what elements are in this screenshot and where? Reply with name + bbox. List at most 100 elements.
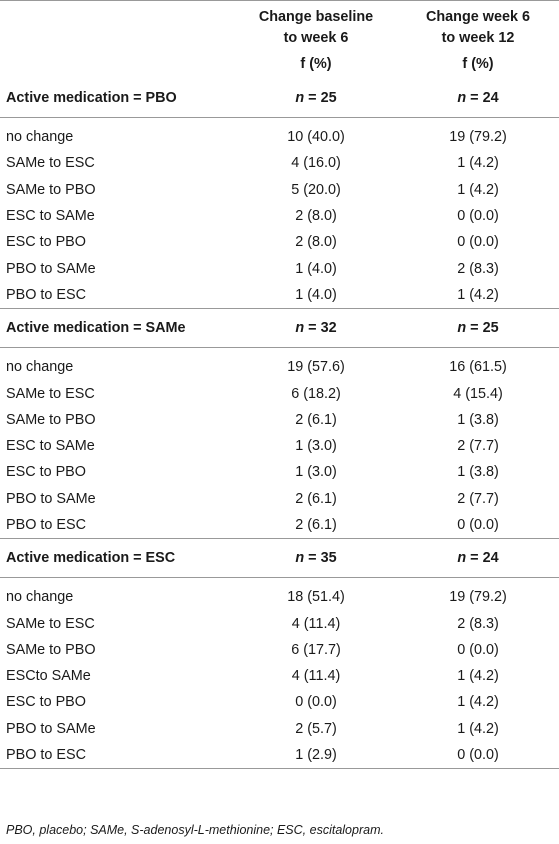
group-header-row: Active medication = SAMe n = 32 n = 25 xyxy=(0,309,559,348)
row-value-v1: 1 (3.0) xyxy=(295,464,337,481)
row-value-v1: 2 (6.1) xyxy=(295,411,337,428)
row-value-v1: 2 (6.1) xyxy=(295,490,337,507)
group-n-n2: n = 24 xyxy=(397,79,559,118)
table-row: PBO to SAMe 1 (4.0) 2 (8.3) xyxy=(0,255,559,281)
header-title-row: Change baseline to week 6 Change week 6 … xyxy=(0,7,559,49)
n-value: 24 xyxy=(482,90,499,106)
row-value-v2: 19 (79.2) xyxy=(449,589,507,606)
row-value-v2: 4 (15.4) xyxy=(453,385,503,402)
n-value: 24 xyxy=(482,550,499,567)
n-value: 35 xyxy=(320,550,337,567)
table-row: SAMe to ESC 4 (11.4) 2 (8.3) xyxy=(0,610,559,636)
row-label: ESC to SAMe xyxy=(6,438,95,455)
row-value-v2: 2 (7.7) xyxy=(457,490,499,507)
row-value-v1: 6 (17.7) xyxy=(291,641,341,658)
row-value-v2: 1 (4.2) xyxy=(457,720,499,737)
row-label: ESC to PBO xyxy=(6,234,86,251)
row-value-v2: 1 (4.2) xyxy=(457,694,499,711)
table-row: PBO to ESC 1 (2.9) 0 (0.0) xyxy=(0,742,559,769)
group-label: Active medication = ESC xyxy=(6,550,176,567)
n-symbol: n xyxy=(457,90,467,106)
group-end-spacer xyxy=(0,769,559,770)
row-label: no change xyxy=(6,129,74,146)
row-value-v2: 1 (3.8) xyxy=(457,464,499,481)
row-value-v1: 19 (57.6) xyxy=(287,359,345,376)
row-value-v1: 1 (3.0) xyxy=(295,438,337,455)
row-label: SAMe to PBO xyxy=(6,411,96,428)
row-value-v1: 1 (4.0) xyxy=(295,286,337,303)
row-label: PBO to SAMe xyxy=(6,490,96,507)
row-label: no change xyxy=(6,589,74,606)
row-label: ESC to PBO xyxy=(6,464,86,481)
group-n-n2: n = 25 xyxy=(397,309,559,348)
row-value-v2: 16 (61.5) xyxy=(449,359,507,376)
table-footnote: PBO, placebo; SAMe, S-adenosyl-L-methion… xyxy=(6,823,384,837)
n-symbol: n xyxy=(295,90,305,106)
row-value-v2: 0 (0.0) xyxy=(457,517,499,533)
row-value-v1: 18 (51.4) xyxy=(287,589,345,606)
row-value-v2: 2 (7.7) xyxy=(457,438,499,455)
n-equals: = xyxy=(466,550,483,567)
row-value-v1: 0 (0.0) xyxy=(295,694,337,711)
row-value-v1: 2 (8.0) xyxy=(295,208,337,225)
group-label: Active medication = PBO xyxy=(6,90,177,106)
header-row xyxy=(0,0,559,8)
table-row: SAMe to PBO 6 (17.7) 0 (0.0) xyxy=(0,637,559,663)
row-value-v2: 0 (0.0) xyxy=(457,747,499,764)
table-row: ESC to PBO 0 (0.0) 1 (4.2) xyxy=(0,689,559,715)
n-value: 32 xyxy=(320,320,337,337)
medication-change-table: Change baseline to week 6 Change week 6 … xyxy=(0,0,559,769)
row-value-v2: 1 (4.2) xyxy=(457,181,499,198)
table-row: PBO to ESC 1 (4.0) 1 (4.2) xyxy=(0,282,559,309)
table-row: no change 10 (40.0) 19 (79.2) xyxy=(0,124,559,150)
group-label: Active medication = SAMe xyxy=(6,320,186,337)
col-header-baseline-line2: to week 6 xyxy=(283,30,349,46)
col-header-baseline-line1: Change baseline xyxy=(258,9,374,25)
group-n-n1: n = 32 xyxy=(235,309,397,348)
row-label: no change xyxy=(6,359,74,376)
n-equals: = xyxy=(304,550,321,567)
table-row: SAMe to ESC 4 (16.0) 1 (4.2) xyxy=(0,150,559,176)
row-value-v1: 2 (5.7) xyxy=(295,720,337,737)
row-label: PBO to ESC xyxy=(6,747,86,764)
row-label: SAMe to ESC xyxy=(6,385,95,402)
row-value-v1: 6 (18.2) xyxy=(291,385,341,402)
table-row: ESC to SAMe 1 (3.0) 2 (7.7) xyxy=(0,433,559,459)
row-value-v1: 10 (40.0) xyxy=(287,129,345,146)
n-equals: = xyxy=(466,320,483,337)
table-row: no change 18 (51.4) 19 (79.2) xyxy=(0,584,559,610)
table-row: SAMe to PBO 5 (20.0) 1 (4.2) xyxy=(0,177,559,203)
group-n-n1: n = 35 xyxy=(235,539,397,578)
row-label: SAMe to ESC xyxy=(6,155,95,172)
row-value-v1: 4 (16.0) xyxy=(291,155,341,172)
table-row: ESC to PBO 1 (3.0) 1 (3.8) xyxy=(0,459,559,485)
n-symbol: n xyxy=(457,320,467,337)
row-value-v2: 2 (8.3) xyxy=(457,260,499,277)
row-label: PBO to ESC xyxy=(6,517,86,533)
group-header-row: Active medication = PBO n = 25 n = 24 xyxy=(0,79,559,118)
row-label: PBO to SAMe xyxy=(6,260,96,277)
row-label: ESCto SAMe xyxy=(6,668,91,685)
table-row: ESC to PBO 2 (8.0) 0 (0.0) xyxy=(0,229,559,255)
row-label: SAMe to PBO xyxy=(6,181,96,198)
table-row: no change 19 (57.6) 16 (61.5) xyxy=(0,354,559,380)
table-row: SAMe to ESC 6 (18.2) 4 (15.4) xyxy=(0,380,559,406)
n-equals: = xyxy=(304,320,321,337)
row-value-v2: 0 (0.0) xyxy=(457,234,499,251)
n-symbol: n xyxy=(295,320,305,337)
row-value-v2: 1 (4.2) xyxy=(457,286,499,303)
row-label: ESC to SAMe xyxy=(6,208,95,225)
row-label: PBO to ESC xyxy=(6,286,86,303)
col-header-week6-line2: to week 12 xyxy=(441,30,515,46)
row-value-v1: 4 (11.4) xyxy=(291,615,341,632)
row-label: SAMe to PBO xyxy=(6,641,96,658)
col-header-baseline-week6: Change baseline to week 6 xyxy=(235,7,397,49)
unit-label-col2: f (%) xyxy=(300,55,332,72)
row-value-v2: 1 (3.8) xyxy=(457,411,499,428)
col-header-week6-week12: Change week 6 to week 12 xyxy=(397,7,559,49)
row-value-v2: 0 (0.0) xyxy=(457,208,499,225)
n-symbol: n xyxy=(457,550,467,567)
table-row: PBO to ESC 2 (6.1) 0 (0.0) xyxy=(0,512,559,539)
group-n-n2: n = 24 xyxy=(397,539,559,578)
row-value-v2: 1 (4.2) xyxy=(457,668,499,685)
